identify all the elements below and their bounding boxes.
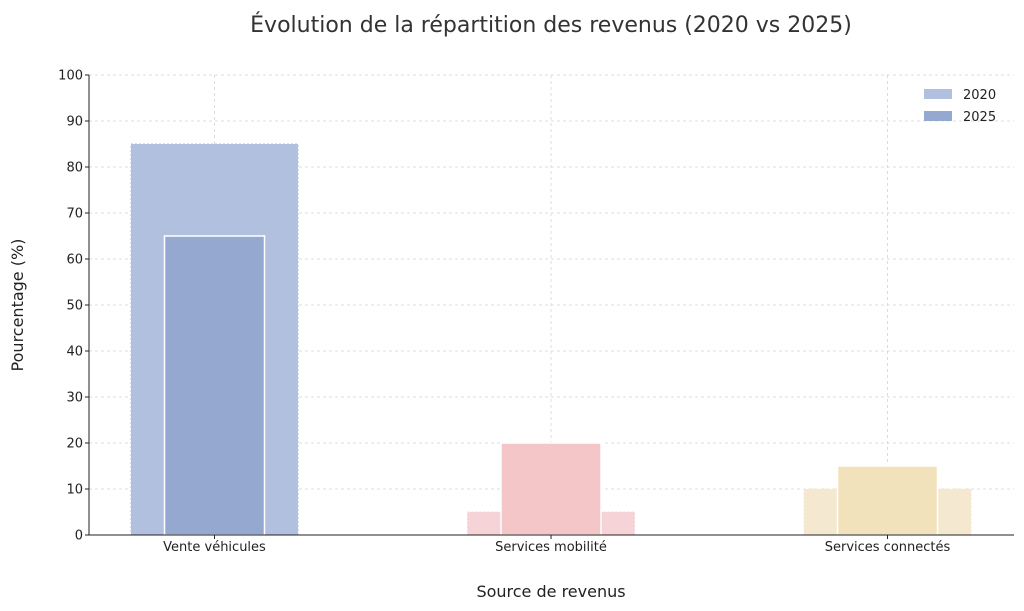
x-axis-label: Source de revenus bbox=[476, 582, 625, 601]
legend-label-2025: 2025 bbox=[963, 110, 996, 125]
bar-2025 bbox=[500, 442, 602, 536]
y-tick-label: 50 bbox=[66, 299, 83, 314]
y-tick-label: 40 bbox=[66, 345, 83, 360]
y-tick-label: 10 bbox=[66, 483, 83, 498]
y-tick-label: 100 bbox=[58, 69, 83, 84]
legend-swatch-2025 bbox=[924, 111, 952, 121]
legend: 2020 2025 bbox=[924, 88, 996, 125]
x-tick-label: Services connectés bbox=[825, 540, 951, 555]
y-tick-label: 20 bbox=[66, 437, 83, 452]
y-tick-label: 90 bbox=[66, 115, 83, 130]
y-tick-label: 0 bbox=[75, 529, 83, 544]
y-axis-label: Pourcentage (%) bbox=[8, 239, 27, 372]
chart-title: Évolution de la répartition des revenus … bbox=[250, 12, 852, 38]
y-tick-label: 60 bbox=[66, 253, 83, 268]
legend-swatch-2020 bbox=[924, 89, 952, 99]
y-tick-label: 70 bbox=[66, 207, 83, 222]
x-tick-label: Services mobilité bbox=[495, 540, 607, 555]
legend-label-2020: 2020 bbox=[963, 88, 996, 103]
y-tick-labels: 0 10 20 30 40 50 60 70 80 90 100 bbox=[58, 69, 89, 544]
x-tick-label: Vente véhicules bbox=[163, 540, 266, 555]
bar-2025 bbox=[836, 465, 939, 536]
bar-2025 bbox=[163, 235, 266, 536]
y-tick-label: 30 bbox=[66, 391, 83, 406]
x-tick-labels: Vente véhicules Services mobilité Services… bbox=[163, 535, 950, 555]
y-tick-label: 80 bbox=[66, 161, 83, 176]
